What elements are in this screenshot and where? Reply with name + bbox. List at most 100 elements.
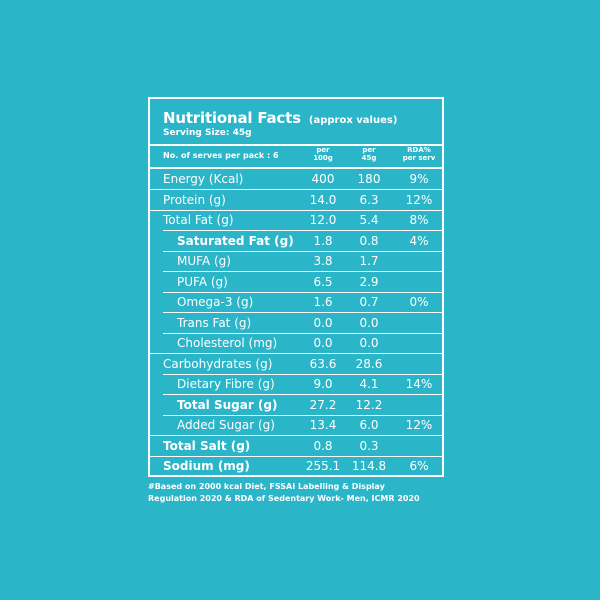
column-header-line: RDA%	[407, 146, 431, 154]
value-per-100g: 0.0	[313, 315, 333, 330]
table-row: Cholesterol (mg) 0.0 0.0	[150, 333, 442, 353]
table-row: Omega-3 (g) 1.6 0.7 0%	[150, 292, 442, 312]
table-row: Protein (g) 14.0 6.3 12%	[150, 190, 442, 210]
nutrient-label: Total Salt (g)	[163, 438, 251, 453]
value-per-45g: 0.0	[359, 336, 379, 350]
value-per-45g: 6.3	[359, 192, 379, 207]
table-row: Added Sugar (g) 13.4 6.0 12%	[150, 415, 442, 435]
value-per-100g: 6.5	[313, 274, 333, 289]
table-row: Carbohydrates (g) 63.6 28.6	[150, 354, 442, 374]
serving-size: Serving Size: 45g	[163, 128, 252, 138]
value-per-100g: 9.0	[313, 377, 333, 391]
nutrient-label: Trans Fat (g)	[177, 315, 252, 330]
table-row: Total Fat (g) 12.0 5.4 8%	[150, 210, 442, 230]
nutrient-label: Dietary Fibre (g)	[177, 377, 275, 391]
value-per-45g: 180	[357, 172, 381, 186]
value-per-45g: 6.0	[359, 418, 379, 432]
value-rda: 6%	[409, 459, 429, 473]
value-per-100g: 12.0	[309, 213, 337, 227]
nutrient-label: Total Fat (g)	[163, 213, 234, 227]
footnote-line: #Based on 2000 kcal Diet, FSSAI Labellin…	[148, 482, 385, 491]
value-per-100g: 255.1	[305, 459, 341, 473]
value-per-45g: 2.9	[359, 274, 379, 289]
nutrient-label: Omega-3 (g)	[177, 295, 254, 309]
value-per-45g: 28.6	[355, 356, 383, 371]
row-divider	[163, 414, 442, 416]
value-per-100g: 27.2	[309, 397, 337, 412]
column-header-line: 45g	[361, 154, 377, 162]
value-per-100g: 1.8	[313, 233, 333, 248]
nutrient-label: Cholesterol (mg)	[177, 336, 278, 350]
value-per-100g: 0.0	[313, 336, 333, 350]
table-row: Sodium (mg) 255.1 114.8 6%	[150, 456, 442, 476]
row-divider	[163, 230, 442, 231]
row-divider	[150, 189, 442, 190]
row-divider	[163, 271, 442, 272]
value-per-45g: 12.2	[355, 397, 383, 412]
nutrient-label: Total Sugar (g)	[177, 397, 278, 412]
row-divider	[163, 394, 442, 395]
nutrient-label: Sodium (mg)	[163, 459, 250, 473]
header-divider-bottom	[150, 167, 442, 169]
column-header-rda: RDA% per serv	[396, 146, 442, 162]
value-per-45g: 0.8	[359, 233, 379, 248]
approx-values-note: (approx values)	[308, 115, 398, 126]
value-per-100g: 13.4	[309, 418, 337, 432]
table-row: PUFA (g) 6.5 2.9	[150, 272, 442, 292]
nutrient-label: Energy (Kcal)	[163, 172, 244, 186]
footnote-line: Regulation 2020 & RDA of Sedentary Work-…	[148, 494, 420, 503]
column-header-line: per serv	[402, 154, 436, 162]
value-per-100g: 63.6	[309, 356, 337, 371]
value-per-100g: 0.8	[313, 438, 333, 453]
row-divider	[150, 353, 442, 354]
table-row: Total Salt (g) 0.8 0.3	[150, 436, 442, 456]
value-rda: 0%	[409, 295, 429, 309]
value-rda: 9%	[409, 172, 429, 186]
column-header-per-100g: per 100g	[300, 146, 346, 162]
value-per-100g: 3.8	[313, 254, 333, 268]
value-rda: 4%	[409, 233, 429, 248]
value-per-45g: 4.1	[359, 377, 379, 391]
row-divider	[163, 291, 442, 293]
table-row: Saturated Fat (g) 1.8 0.8 4%	[150, 231, 442, 251]
table-row: MUFA (g) 3.8 1.7	[150, 251, 442, 271]
row-divider	[163, 312, 442, 313]
table-row: Total Sugar (g) 27.2 12.2	[150, 395, 442, 415]
value-rda: 12%	[405, 192, 433, 207]
column-header-line: per	[316, 146, 330, 154]
table-row: Energy (Kcal) 400 180 9%	[150, 169, 442, 189]
row-divider	[150, 455, 442, 457]
value-per-100g: 14.0	[309, 192, 337, 207]
table-row: Dietary Fibre (g) 9.0 4.1 14%	[150, 374, 442, 394]
value-rda: 8%	[409, 213, 429, 227]
row-divider	[150, 209, 442, 211]
nutrient-label: Carbohydrates (g)	[163, 356, 273, 371]
title-row: Nutritional Facts (approx values)	[163, 108, 397, 127]
value-rda: 14%	[405, 377, 433, 391]
panel-title: Nutritional Facts	[163, 109, 301, 127]
nutrition-facts-panel: Nutritional Facts (approx values) Servin…	[148, 97, 444, 477]
value-per-100g: 1.6	[313, 295, 333, 309]
nutrient-label: MUFA (g)	[177, 254, 231, 268]
nutrient-label: Saturated Fat (g)	[177, 233, 294, 248]
row-divider	[163, 332, 442, 334]
value-per-45g: 0.0	[359, 315, 379, 330]
value-rda: 12%	[405, 418, 433, 432]
value-per-45g: 1.7	[359, 254, 379, 268]
value-per-100g: 400	[311, 172, 335, 186]
value-per-45g: 0.3	[359, 438, 379, 453]
table-row: Trans Fat (g) 0.0 0.0	[150, 313, 442, 333]
row-divider	[163, 373, 442, 375]
column-header-per-45g: per 45g	[346, 146, 392, 162]
column-header-line: 100g	[313, 154, 333, 162]
row-divider	[150, 435, 442, 436]
nutrient-label: PUFA (g)	[177, 274, 228, 289]
serves-per-pack: No. of serves per pack : 6	[163, 151, 279, 160]
header-divider-top	[150, 144, 442, 146]
nutrient-label: Protein (g)	[163, 192, 226, 207]
column-header-line: per	[362, 146, 376, 154]
value-per-45g: 114.8	[351, 459, 387, 473]
footnote: #Based on 2000 kcal Diet, FSSAI Labellin…	[148, 481, 468, 505]
row-divider	[163, 250, 442, 252]
value-per-45g: 5.4	[359, 213, 379, 227]
